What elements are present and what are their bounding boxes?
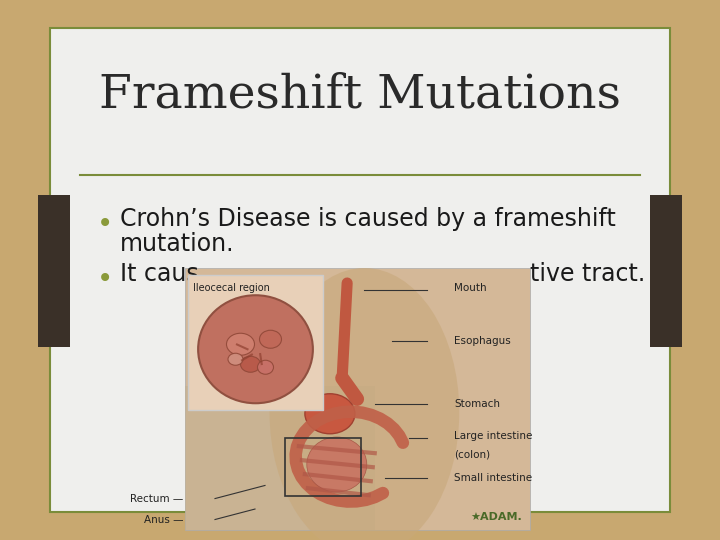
Text: Large intestine: Large intestine: [454, 431, 533, 441]
Bar: [285, 438, 361, 496]
Text: Ileocecal region: Ileocecal region: [193, 283, 270, 293]
Text: Rectum —: Rectum —: [130, 494, 183, 504]
Bar: [185, 268, 530, 530]
Polygon shape: [185, 386, 374, 530]
Text: Mouth: Mouth: [454, 283, 487, 293]
Bar: [50, 28, 670, 512]
Text: It caus: It caus: [120, 262, 199, 286]
Ellipse shape: [198, 295, 313, 403]
Text: (colon): (colon): [454, 449, 490, 459]
Ellipse shape: [307, 437, 366, 492]
Text: Frameshift Mutations: Frameshift Mutations: [99, 72, 621, 118]
Text: mutation.: mutation.: [120, 232, 235, 256]
Ellipse shape: [227, 333, 254, 355]
Text: Esophagus: Esophagus: [454, 336, 511, 346]
Text: •: •: [97, 265, 113, 293]
Text: ★ADAM.: ★ADAM.: [470, 512, 522, 522]
Ellipse shape: [259, 330, 282, 348]
Text: tive tract.: tive tract.: [530, 262, 645, 286]
Text: •: •: [97, 210, 113, 238]
Ellipse shape: [269, 268, 459, 540]
Bar: [650, 195, 682, 347]
Bar: [188, 275, 323, 410]
Ellipse shape: [240, 356, 261, 372]
Text: Small intestine: Small intestine: [454, 472, 532, 483]
Text: Crohn’s Disease is caused by a frameshift: Crohn’s Disease is caused by a frameshif…: [120, 207, 616, 231]
Bar: [38, 195, 70, 347]
Ellipse shape: [258, 360, 274, 374]
Ellipse shape: [228, 353, 243, 365]
Text: Anus —: Anus —: [143, 515, 183, 524]
Ellipse shape: [305, 394, 355, 434]
Text: Stomach: Stomach: [454, 399, 500, 409]
